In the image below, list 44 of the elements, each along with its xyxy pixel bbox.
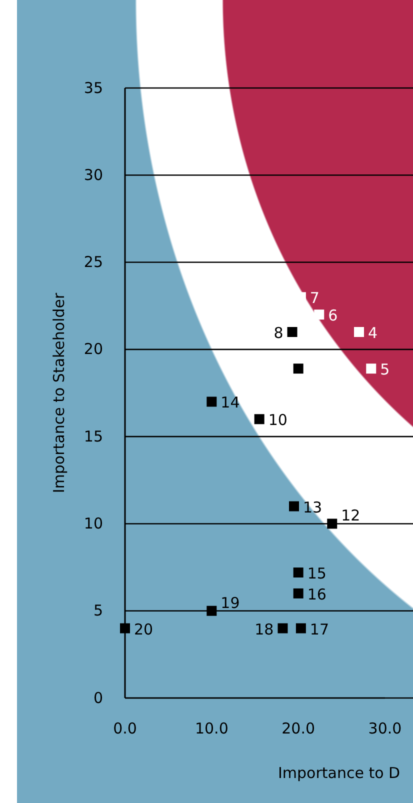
point bbox=[289, 501, 299, 512]
y-tick-label: 30 bbox=[84, 166, 103, 184]
annotation: 7 bbox=[310, 289, 320, 308]
x-tick-label: 30.0 bbox=[368, 720, 402, 738]
point bbox=[314, 310, 324, 320]
annotation: 12 bbox=[341, 506, 360, 525]
point bbox=[120, 623, 130, 634]
y-tick-label: 20 bbox=[84, 340, 103, 358]
y-tick-label: 10 bbox=[84, 514, 103, 533]
annotation: 19 bbox=[220, 594, 240, 612]
annotation: 5 bbox=[380, 360, 390, 379]
point bbox=[327, 518, 338, 529]
annotation: 13 bbox=[303, 498, 322, 516]
annotation: 14 bbox=[220, 394, 240, 412]
point bbox=[278, 623, 288, 634]
annotation: 20 bbox=[134, 620, 154, 638]
point bbox=[206, 606, 217, 616]
y-axis-title: Importance to Stakeholder bbox=[50, 292, 68, 494]
point bbox=[366, 364, 376, 374]
annotation: 4 bbox=[368, 324, 378, 342]
y-tick-label: 35 bbox=[84, 78, 103, 97]
annotation: 6 bbox=[328, 306, 338, 325]
y-tick-label: 25 bbox=[84, 253, 103, 272]
point bbox=[354, 327, 364, 337]
x-tick-label: 10.0 bbox=[194, 720, 228, 738]
y-tick-label: 0 bbox=[93, 688, 103, 707]
y-tick-label: 5 bbox=[93, 602, 103, 620]
y-tick-label: 15 bbox=[84, 427, 103, 446]
point bbox=[293, 588, 304, 598]
point bbox=[296, 623, 306, 634]
annotation: 8 bbox=[274, 324, 284, 342]
x-axis-title: Importance to D bbox=[278, 764, 400, 782]
annotation: 15 bbox=[307, 564, 326, 583]
annotation: 17 bbox=[310, 620, 330, 638]
annotation: 16 bbox=[307, 585, 326, 604]
point bbox=[287, 327, 298, 337]
point bbox=[254, 414, 264, 424]
x-tick-label: 20.0 bbox=[282, 720, 316, 738]
point bbox=[293, 364, 304, 374]
annotation: 10 bbox=[268, 411, 288, 430]
x-tick-label: 0.0 bbox=[113, 720, 137, 738]
annotation: 18 bbox=[254, 620, 274, 638]
point bbox=[293, 568, 304, 578]
point bbox=[206, 396, 217, 407]
